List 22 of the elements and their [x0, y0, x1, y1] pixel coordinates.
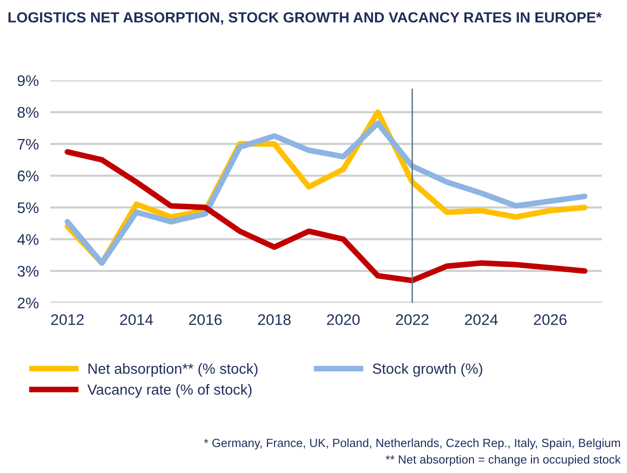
- x-tick-label: 2012: [51, 314, 84, 326]
- legend-label: Stock growth (%): [372, 363, 482, 377]
- x-tick-label: 2022: [396, 314, 428, 326]
- x-tick-label: 2020: [327, 314, 360, 326]
- legend-label: Net absorption** (% stock): [88, 363, 258, 377]
- y-tick-label: 6%: [18, 170, 39, 182]
- x-tick-label: 2024: [465, 314, 498, 326]
- text: * Germany, France, UK, Poland, Netherlands, Czech Rep., Italy, Spain, Belgium: [204, 438, 620, 450]
- y-tick-label: 8%: [18, 107, 39, 118]
- y-tick-label: 3%: [18, 266, 39, 277]
- y-tick-label: 2%: [18, 298, 39, 308]
- x-tick-label: 2014: [120, 314, 153, 326]
- text: ** Net absorption = change in occupied stock: [386, 454, 621, 466]
- x-tick-label: 2016: [189, 314, 222, 326]
- chart-title: LOGISTICS NET ABSORPTION, STOCK GROWTH AND VACANCY RATES IN EUROPE*: [8, 12, 602, 25]
- y-tick-label: 7%: [18, 138, 39, 150]
- y-tick-label: 9%: [18, 75, 39, 86]
- legend-label: Vacancy rate (% of stock): [87, 384, 252, 398]
- y-tick-label: 4%: [17, 234, 39, 245]
- x-tick-label: 2026: [534, 314, 567, 326]
- y-tick-label: 5%: [18, 202, 39, 214]
- x-tick-label: 2018: [258, 314, 291, 326]
